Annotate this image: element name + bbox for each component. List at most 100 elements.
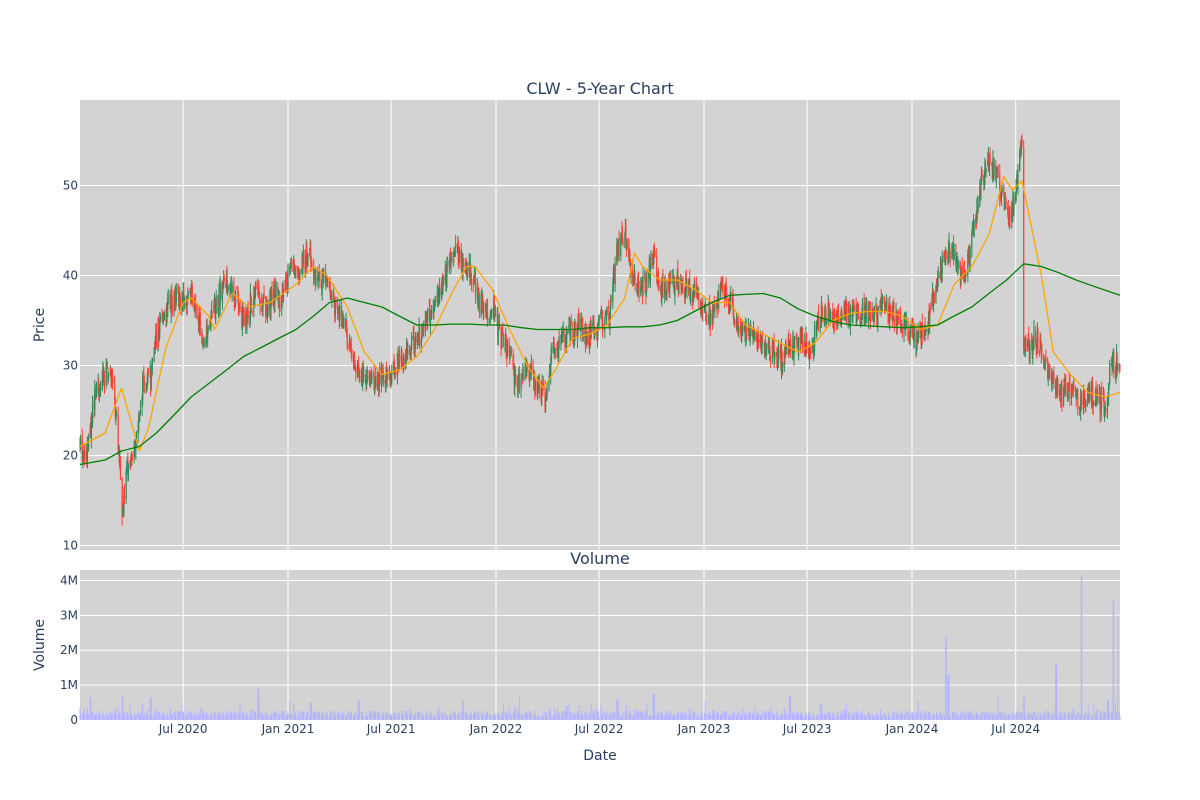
- candle-body: [880, 296, 882, 309]
- candle-body: [828, 305, 830, 316]
- volume-bar: [905, 710, 907, 720]
- volume-bar: [951, 711, 953, 720]
- volume-bar: [796, 713, 798, 720]
- volume-bar: [697, 716, 699, 720]
- volume-bar: [672, 716, 674, 720]
- candle-body: [143, 381, 145, 386]
- candle-body: [378, 385, 380, 393]
- volume-bar: [975, 714, 977, 720]
- candle-body: [710, 314, 712, 324]
- volume-bar: [588, 714, 590, 720]
- volume-bar: [747, 716, 749, 720]
- volume-bar: [170, 714, 172, 720]
- candle-body: [653, 247, 656, 252]
- volume-bar: [424, 716, 426, 720]
- volume-bar: [338, 714, 340, 720]
- volume-bar: [259, 711, 261, 720]
- volume-bar: [673, 713, 675, 720]
- volume-bar: [87, 713, 89, 720]
- volume-plot-background: [80, 570, 1120, 720]
- candle-body: [620, 233, 622, 239]
- volume-bar: [366, 716, 368, 720]
- volume-bar: [876, 712, 878, 720]
- volume-bar: [147, 715, 149, 720]
- volume-bar: [102, 716, 104, 720]
- volume-bar: [525, 712, 527, 720]
- volume-bar: [553, 717, 555, 720]
- volume-bar: [465, 712, 467, 720]
- volume-bar: [932, 714, 934, 720]
- volume-bar: [1000, 715, 1002, 720]
- volume-bar: [883, 713, 885, 720]
- volume-bar: [780, 716, 782, 720]
- volume-bar: [566, 706, 568, 720]
- volume-bar: [908, 717, 910, 720]
- candle-body: [999, 173, 1001, 199]
- volume-bar: [749, 711, 751, 720]
- volume-bar: [325, 715, 327, 720]
- volume-bar: [1072, 710, 1074, 720]
- volume-bar: [561, 710, 563, 720]
- volume-bar: [880, 709, 882, 720]
- volume-bar: [494, 714, 496, 720]
- volume-bar: [722, 710, 724, 720]
- volume-bar: [86, 711, 88, 720]
- volume-bar: [948, 674, 950, 720]
- volume-bar: [169, 711, 171, 720]
- volume-bar: [1000, 715, 1002, 720]
- volume-bar: [427, 717, 429, 720]
- volume-bar: [608, 716, 610, 720]
- volume-bar: [537, 716, 539, 720]
- volume-bar: [841, 716, 843, 720]
- candle-body: [102, 368, 104, 379]
- candle-body: [1108, 385, 1110, 397]
- volume-bar: [317, 711, 319, 720]
- volume-bar: [1104, 712, 1106, 720]
- volume-bar: [1097, 716, 1099, 720]
- candle-body: [709, 302, 711, 312]
- volume-bar: [586, 710, 588, 720]
- volume-bar: [832, 717, 834, 720]
- volume-bar: [211, 710, 213, 720]
- volume-bar: [864, 715, 866, 720]
- candle-body: [712, 304, 714, 321]
- volume-bar: [1080, 716, 1082, 720]
- volume-bar: [501, 715, 503, 720]
- volume-bar: [381, 716, 383, 720]
- volume-bar: [721, 715, 723, 720]
- volume-bar: [916, 712, 918, 720]
- volume-bar: [1051, 713, 1053, 720]
- candle-body: [502, 334, 505, 348]
- volume-bar: [698, 714, 700, 720]
- candle-body: [560, 335, 562, 346]
- volume-bar: [473, 711, 475, 720]
- candle-body: [482, 309, 485, 313]
- candle-body: [125, 470, 127, 500]
- volume-bar: [616, 699, 618, 720]
- volume-bar: [1092, 716, 1094, 720]
- candle-body: [484, 308, 486, 310]
- volume-bar: [738, 711, 740, 720]
- candle-body: [957, 262, 959, 270]
- candle-body: [397, 350, 399, 367]
- volume-bar: [641, 710, 643, 720]
- volume-bar: [1008, 713, 1010, 720]
- volume-bar: [484, 715, 486, 720]
- candle-body: [121, 477, 123, 518]
- candle-body: [123, 493, 126, 500]
- volume-bar: [765, 712, 767, 720]
- volume-bar: [432, 717, 434, 720]
- volume-bar: [213, 713, 215, 720]
- volume-bar: [871, 713, 873, 720]
- volume-bar: [900, 714, 902, 720]
- volume-bar: [350, 710, 352, 720]
- volume-bar: [656, 714, 658, 720]
- volume-bar: [682, 711, 684, 720]
- candle-body: [697, 293, 699, 299]
- volume-bar: [781, 713, 783, 720]
- candle-body: [375, 375, 377, 388]
- volume-bar: [1084, 711, 1086, 720]
- candle-body: [857, 307, 860, 314]
- candle-body: [707, 322, 710, 324]
- volume-bar: [399, 713, 401, 720]
